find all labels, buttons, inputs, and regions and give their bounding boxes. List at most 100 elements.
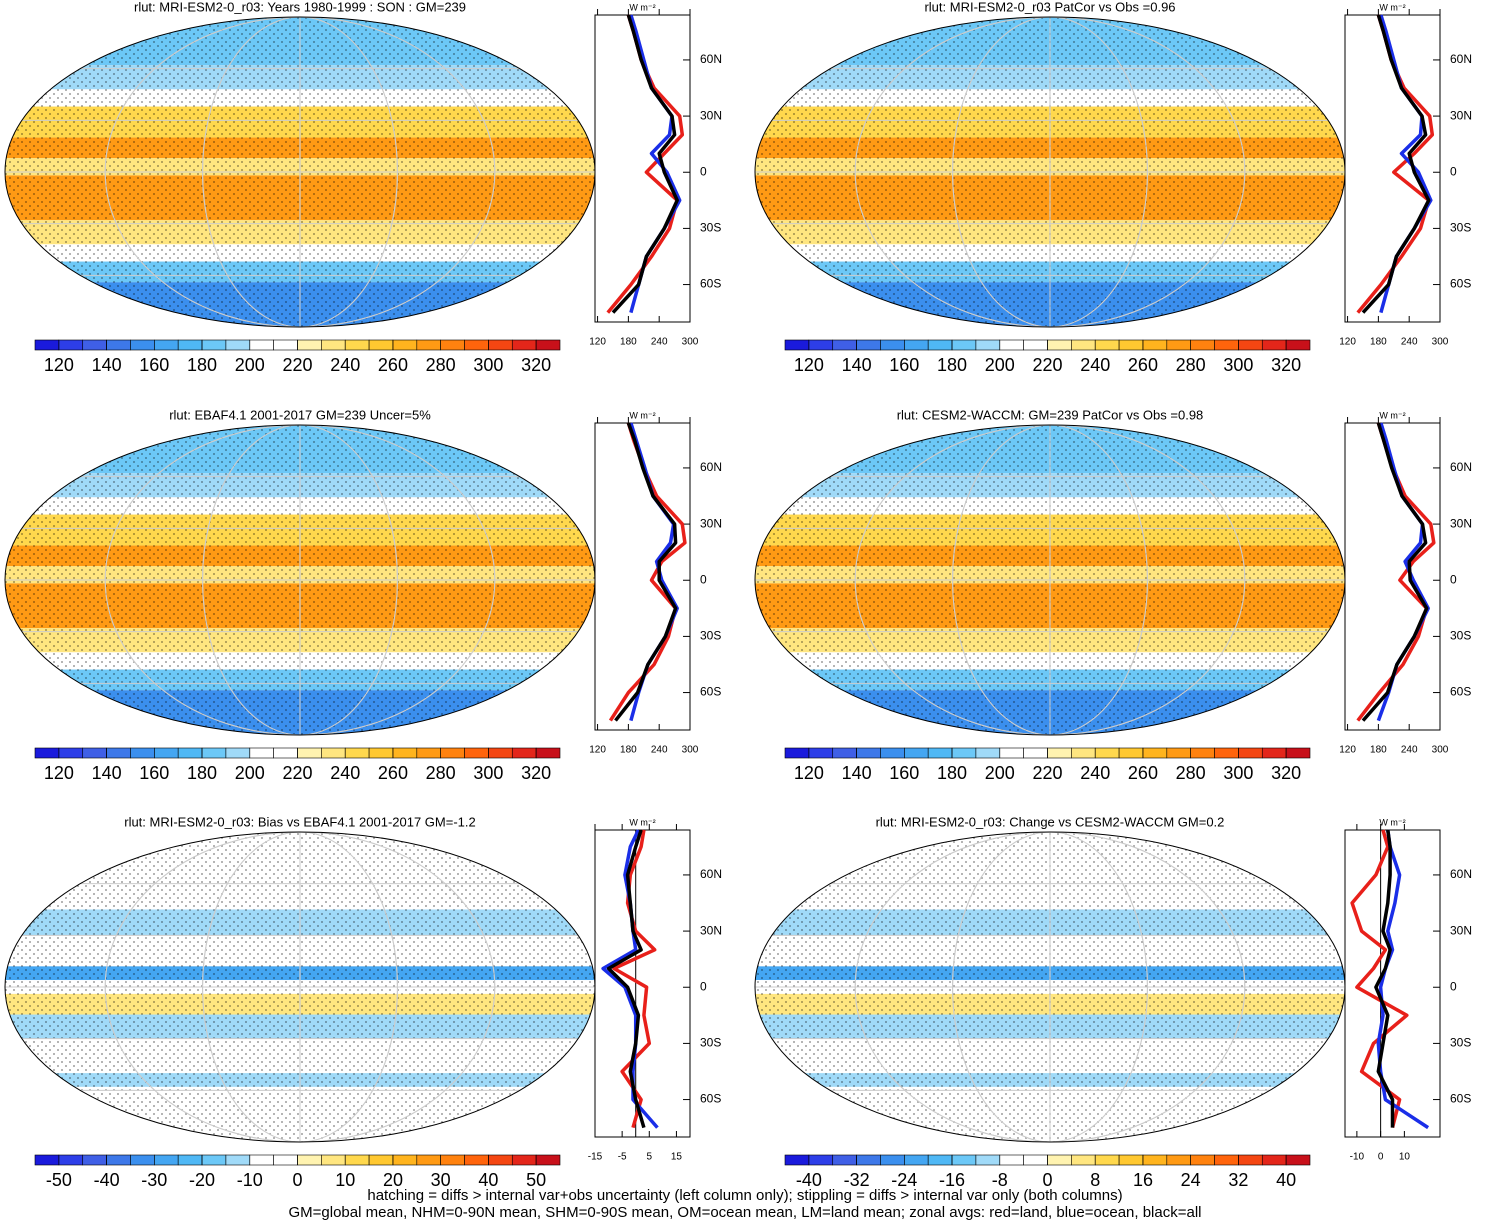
- colorbar-label: 140: [842, 763, 872, 783]
- colorbar-label: 160: [889, 763, 919, 783]
- colorbar-label: 220: [282, 763, 312, 783]
- footer-line: hatching = diffs > internal var+obs unce…: [367, 1187, 1122, 1204]
- colorbar-box: [154, 1154, 179, 1166]
- colorbar-label: 140: [842, 355, 872, 375]
- colorbar-box: [106, 747, 131, 759]
- colorbar-box: [856, 1154, 881, 1166]
- colorbar-box: [368, 339, 394, 351]
- colorbar-box: [880, 747, 905, 759]
- x-tick-label: 120: [589, 337, 606, 348]
- colorbar-box: [321, 339, 346, 351]
- colorbar-label: 160: [889, 355, 919, 375]
- x-tick-label: 300: [682, 337, 699, 348]
- colorbar-box: [904, 339, 929, 351]
- x-tick-label: 240: [1401, 337, 1418, 348]
- colorbar-box: [511, 747, 537, 759]
- colorbar-box: [130, 1154, 155, 1166]
- colorbar-box: [154, 747, 179, 759]
- colorbar-box: [225, 747, 251, 759]
- colorbar-box: [201, 339, 227, 351]
- colorbar-label: 260: [1128, 355, 1158, 375]
- zonal-mean-line: [601, 829, 659, 1129]
- x-tick-label: 5: [647, 1152, 653, 1163]
- graticule: [854, 832, 1246, 1142]
- colorbar-label: 160: [139, 763, 169, 783]
- colorbar-box: [1238, 747, 1263, 759]
- colorbar-box: [1047, 1154, 1072, 1166]
- colorbar-box: [416, 339, 441, 351]
- y-tick-label: 0: [1450, 164, 1457, 178]
- colorbar-box: [1214, 1154, 1239, 1166]
- graticule: [952, 425, 1148, 735]
- units-label: W m⁻²: [629, 410, 655, 420]
- panel-title: rlut: MRI-ESM2-0_r03: Bias vs EBAF4.1 20…: [124, 814, 476, 829]
- colorbar-box: [416, 1154, 441, 1166]
- colorbar-box: [130, 747, 155, 759]
- colorbar-box: [1023, 747, 1048, 759]
- colorbar-box: [1285, 747, 1311, 759]
- x-tick-label: 120: [1339, 337, 1356, 348]
- colorbar-label: -50: [46, 1170, 72, 1190]
- colorbar-box: [1142, 747, 1168, 759]
- colorbar-label: -40: [796, 1170, 822, 1190]
- colorbar-box: [975, 1154, 1001, 1166]
- y-tick-label: 0: [700, 979, 707, 993]
- colorbar-box: [784, 747, 810, 759]
- map: [755, 425, 1345, 735]
- colorbar-label: 32: [1228, 1170, 1248, 1190]
- colorbar-box: [464, 747, 489, 759]
- colorbar-label: 220: [1032, 355, 1062, 375]
- colorbar-box: [177, 1154, 203, 1166]
- colorbar-box: [856, 747, 881, 759]
- colorbar-label: 320: [1271, 763, 1301, 783]
- colorbar-box: [999, 747, 1024, 759]
- colorbar-box: [1071, 1154, 1096, 1166]
- colorbar-label: 200: [985, 763, 1015, 783]
- colorbar-box: [904, 747, 929, 759]
- panel-title: rlut: EBAF4.1 2001-2017 GM=239 Uncer=5%: [169, 407, 431, 422]
- colorbar-box: [1166, 339, 1191, 351]
- colorbar-box: [999, 339, 1024, 351]
- y-tick-label: 30S: [1450, 221, 1471, 235]
- colorbar-label: 240: [1080, 763, 1110, 783]
- colorbar-box: [832, 747, 857, 759]
- y-tick-label: 60S: [700, 1092, 721, 1106]
- colorbar-box: [784, 1154, 810, 1166]
- y-tick-label: 30S: [1450, 629, 1471, 643]
- zonal-mean-line: [629, 422, 679, 722]
- units-label: W m⁻²: [1379, 2, 1405, 12]
- colorbar-label: 260: [378, 355, 408, 375]
- y-tick-label: 60S: [1450, 277, 1471, 291]
- colorbar-box: [1190, 339, 1215, 351]
- colorbar-box: [177, 339, 203, 351]
- colorbar-box: [273, 339, 298, 351]
- colorbar-box: [951, 339, 977, 351]
- y-tick-label: 30S: [1450, 1036, 1471, 1050]
- panel: rlut: EBAF4.1 2001-2017 GM=239 Uncer=5% 1…: [4, 407, 722, 783]
- colorbar-label: 8: [1090, 1170, 1100, 1190]
- y-tick-label: 60N: [1450, 460, 1472, 474]
- colorbar-box: [1166, 747, 1191, 759]
- panel: rlut: MRI-ESM2-0_r03: Years 1980-1999 : …: [4, 0, 722, 375]
- colorbar-box: [1023, 339, 1048, 351]
- colorbar-label: 240: [330, 355, 360, 375]
- colorbar-box: [440, 1154, 465, 1166]
- colorbar-box: [975, 747, 1001, 759]
- colorbar-box: [535, 1154, 561, 1166]
- side-plot-frame: [1344, 422, 1441, 731]
- colorbar-label: 220: [1032, 763, 1062, 783]
- colorbar-box: [1118, 1154, 1144, 1166]
- colorbar-box: [82, 1154, 107, 1166]
- x-tick-label: 120: [1339, 745, 1356, 756]
- colorbar-box: [488, 747, 513, 759]
- colorbar-box: [392, 339, 418, 351]
- x-tick-label: 180: [620, 745, 637, 756]
- x-tick-label: 15: [671, 1152, 683, 1163]
- colorbar-label: 20: [383, 1170, 403, 1190]
- colorbar-label: 300: [473, 355, 503, 375]
- side-plot-frame: [1344, 829, 1441, 1138]
- colorbar-box: [880, 1154, 905, 1166]
- zonal-mean-line: [611, 14, 679, 314]
- side-plot-frame: [594, 422, 691, 731]
- y-tick-label: 30N: [700, 516, 722, 530]
